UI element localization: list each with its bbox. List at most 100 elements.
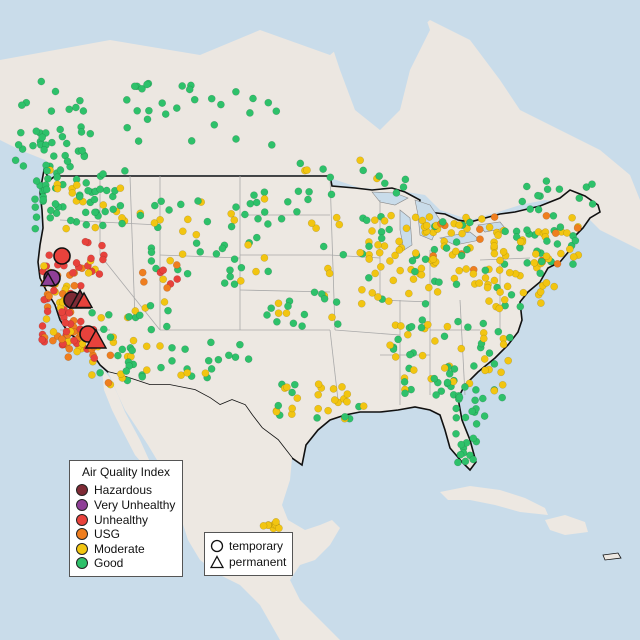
monitor-dot <box>499 340 508 349</box>
monitor-dot <box>91 208 99 217</box>
monitor-dot <box>445 369 454 378</box>
monitor-dot <box>252 233 261 242</box>
monitor-dot <box>357 299 366 308</box>
monitor-dot <box>422 221 431 230</box>
monitor-dot <box>150 201 159 210</box>
aqi-legend-title: Air Quality Index <box>81 465 171 479</box>
monitor-dot <box>207 338 215 347</box>
monitor-dot <box>101 207 109 216</box>
monitor-dot <box>172 261 181 269</box>
monitor-dot <box>14 140 23 149</box>
temporary-label: temporary <box>229 539 284 553</box>
monitor-dot <box>47 206 55 215</box>
monitor-dot <box>38 133 47 142</box>
monitor-dot <box>164 306 172 315</box>
monitor-dot <box>452 404 461 413</box>
monitor-dot <box>555 185 564 193</box>
hazardous-label: Hazardous <box>94 483 153 497</box>
monitor-dot <box>472 386 480 394</box>
monitor-dot <box>341 412 349 421</box>
monitor-dot <box>542 177 551 185</box>
permanent-monitor <box>74 291 94 309</box>
monitor-dot <box>401 389 409 398</box>
monitor-dot <box>452 413 461 422</box>
monitor-dot <box>102 186 111 195</box>
monitor-dot <box>377 228 386 236</box>
monitor-dot <box>160 298 169 306</box>
monitor-dot <box>96 185 104 193</box>
monitor-dot <box>588 200 597 208</box>
monitor-dot <box>58 132 67 141</box>
monitor-dot <box>408 256 417 265</box>
monitor-dot <box>377 234 386 243</box>
monitor-dot <box>46 213 55 222</box>
monitor-dot <box>505 268 514 277</box>
monitor-dot <box>145 106 153 115</box>
monitor-dot <box>333 320 342 328</box>
monitor-dot <box>475 279 484 287</box>
monitor-dot <box>569 253 578 261</box>
monitor-dot <box>118 219 126 228</box>
monitor-dot <box>62 224 70 233</box>
monitor-dot <box>339 250 348 259</box>
monitor-dot <box>374 241 382 249</box>
monitor-dot <box>359 166 368 175</box>
monitor-dot <box>181 345 189 354</box>
monitor-dot <box>134 137 143 145</box>
monitor-dot <box>320 294 329 303</box>
monitor-dot <box>40 146 48 154</box>
monitor-dot <box>146 301 155 310</box>
monitor-dot <box>106 351 115 360</box>
monitor-dot <box>159 266 167 275</box>
monitor-dot <box>332 298 341 306</box>
triangle-icon <box>210 555 224 569</box>
monitor-dot <box>51 87 60 96</box>
monitor-dot <box>472 420 481 428</box>
monitor-dot <box>32 127 41 135</box>
monitor-dot <box>43 166 51 175</box>
monitor-dot <box>29 141 37 150</box>
monitor-dot <box>365 255 374 263</box>
monitor-dot <box>31 203 40 211</box>
monitor-dot <box>201 369 210 378</box>
monitor-dot <box>214 355 223 364</box>
monitor-dot <box>397 322 405 330</box>
monitor-dot <box>455 266 464 275</box>
monitor-dot <box>293 207 301 216</box>
monitor-dot <box>288 404 297 413</box>
monitor-dot <box>157 363 165 372</box>
monitor-dot <box>156 215 164 224</box>
monitor-dot <box>294 187 303 196</box>
monitor-dot <box>425 213 434 221</box>
monitor-dot <box>356 156 365 165</box>
monitor-dot <box>73 181 81 189</box>
monitor-dot <box>138 85 146 93</box>
monitor-dot <box>368 227 376 235</box>
monitor-dot <box>47 107 56 115</box>
monitor-dot <box>374 293 382 301</box>
monitor-dot <box>395 237 403 246</box>
monitor-dot <box>452 238 461 246</box>
monitor-dot <box>232 135 240 143</box>
monitor-dot <box>470 362 478 370</box>
monitor-dot <box>131 307 140 315</box>
usg-label: USG <box>94 527 121 541</box>
monitor-dot <box>82 220 91 229</box>
monitor-dot <box>109 205 117 214</box>
monitor-dot <box>52 209 61 218</box>
monitor-dot <box>523 182 531 191</box>
monitor-dot <box>114 351 122 360</box>
monitor-dot <box>496 288 504 296</box>
monitor-dot <box>19 162 28 170</box>
monitor-dot <box>438 218 447 226</box>
monitor-dot <box>246 199 255 208</box>
good-swatch <box>76 557 88 569</box>
monitor-dot <box>244 355 253 363</box>
monitor-dot <box>542 211 551 220</box>
monitor-dot <box>498 393 507 402</box>
monitor-dot <box>566 245 574 253</box>
monitor-dot <box>289 319 298 328</box>
monitor-dot <box>135 311 144 320</box>
monitor-dot <box>147 257 156 265</box>
monitor-dot <box>543 185 552 194</box>
